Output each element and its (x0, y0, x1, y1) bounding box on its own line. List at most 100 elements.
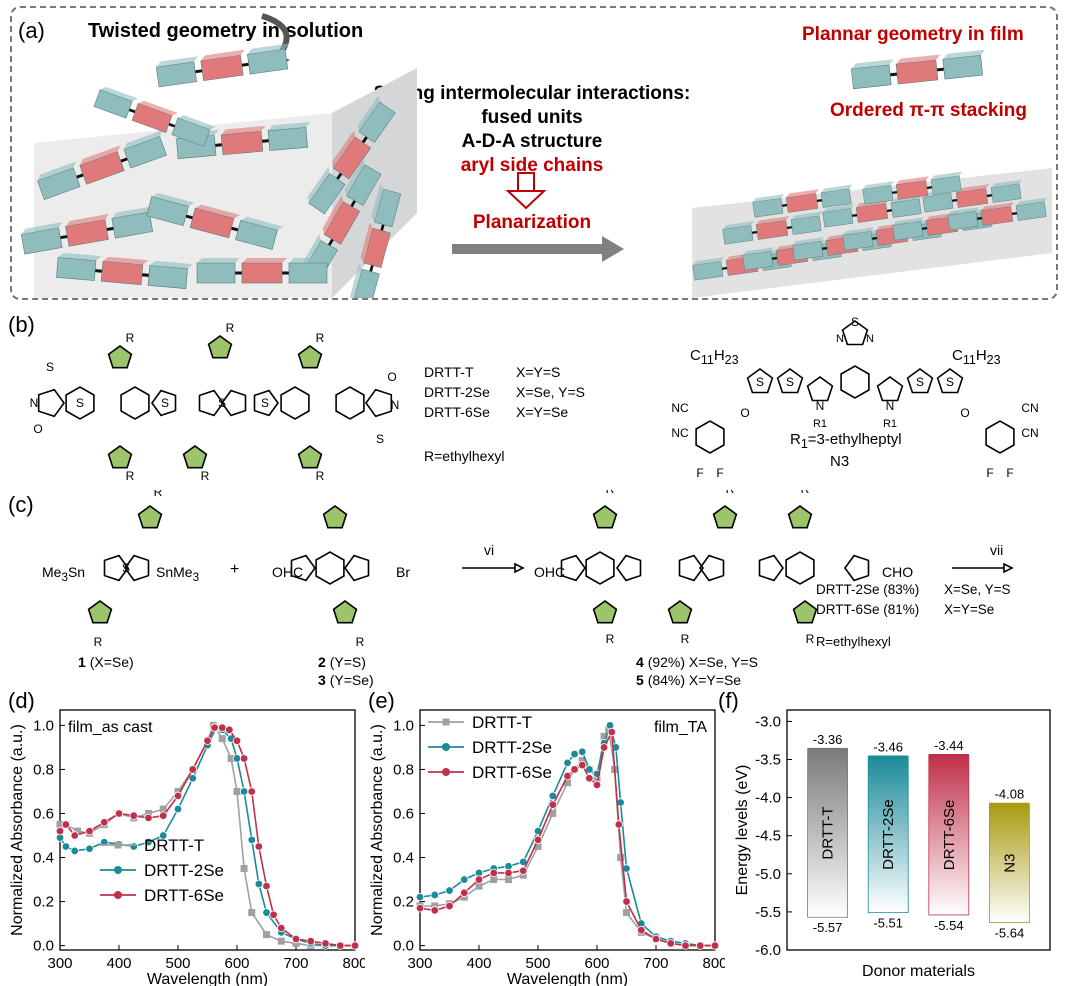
point-DRTT-6Se-17 (247, 787, 256, 796)
molecule-solution-7-block-1 (100, 260, 144, 286)
point-DRTT-6Se-12 (578, 760, 587, 770)
drtt-s-d: S (261, 396, 269, 410)
point-DRTT-6Se-8 (159, 811, 168, 820)
y-tick-label-1: 0.2 (33, 894, 54, 911)
molecule-solution-8-top-1 (242, 258, 287, 263)
n3-f-l1: F (696, 466, 703, 480)
molecule-solution-7-top-2 (149, 260, 194, 269)
down-arrow-head (505, 190, 547, 210)
molecule-solution-4-top-1 (65, 213, 110, 227)
molecule-film-single-top-0 (851, 59, 894, 69)
lumo-label-DRTT-6Se: -3.44 (934, 738, 964, 753)
panel-d-label: (d) (8, 688, 35, 713)
cmp2-side-top (322, 505, 348, 529)
molecule-solution-2 (176, 121, 311, 159)
molecule-solution-4-top-0 (21, 222, 63, 235)
x-axis-label: Wavelength (nm) (147, 971, 268, 986)
molecule-solution-0-block-2 (247, 48, 289, 75)
molecule-solution-9-top-1 (360, 222, 373, 264)
molecule-film-1-block-0 (742, 251, 774, 271)
cmp4-side-1 (592, 600, 618, 624)
molecule-solution-10 (93, 86, 216, 147)
molecule-solution-8-top-2 (289, 258, 332, 263)
point-DRTT-6Se-6 (129, 811, 138, 820)
molecule-solution-8-block-0 (196, 262, 236, 284)
drtt-bdt-right-core (335, 386, 365, 420)
plot-frame (419, 709, 716, 951)
molecule-film-2-block-0 (792, 241, 824, 261)
point-DRTT-6Se-12 (210, 723, 219, 732)
molecule-solution-0-top-0 (156, 56, 199, 68)
molecule-solution-8-block-2 (288, 262, 328, 284)
molecule-film-3-top-0 (842, 227, 875, 236)
molecule-film-7 (822, 194, 923, 228)
molecule-film-6-block-0 (722, 225, 754, 245)
molecule-solution-7-top-0 (58, 252, 102, 261)
panel-b-label: (b) (8, 312, 35, 337)
point-DRTT-T-7 (145, 809, 152, 817)
point-DRTT-6Se-25 (336, 941, 345, 950)
drtt-table: DRTT-T X=Y=S DRTT-2Se X=Se, Y=S DRTT-6Se X=… (424, 362, 585, 466)
molecule-film-9 (752, 184, 853, 218)
molecule-solution-1-top-0 (37, 161, 77, 181)
drtt-r-label-3: R (201, 469, 210, 483)
cmp4-side-2 (712, 505, 738, 529)
plot-frame (786, 709, 1051, 951)
y-tick-label-2: 0.4 (33, 850, 54, 867)
point-DRTT-6Se-26 (350, 941, 360, 950)
energy-bar-DRTT-6Se (928, 754, 970, 916)
y-tick-label-3: -4.5 (755, 828, 781, 845)
drtt-s-a: S (76, 396, 84, 410)
molecule-solution-9 (349, 183, 402, 298)
n3-s-thiadiazole: S (851, 315, 859, 329)
cmp4-thio-l2 (616, 554, 642, 582)
drtt-row-1: DRTT-T X=Y=S (424, 364, 561, 380)
y-tick-label-4: 0.8 (393, 761, 414, 778)
molecule-solution-3-top-1 (332, 130, 356, 169)
category-label-N3: N3 (1001, 854, 1018, 873)
point-DRTT-2Se-1 (430, 890, 439, 900)
center-item-red: aryl side chains (460, 155, 604, 176)
drtt-side-thiophene-4 (297, 345, 323, 369)
cmp1-s: S (122, 561, 130, 575)
molecule-solution-10-top-2 (177, 115, 216, 130)
y-tick-label-3: 0.6 (393, 805, 414, 822)
molecule-film-single (850, 49, 986, 90)
n3-r1-definition: R1=3-ethylheptyl (790, 431, 902, 451)
x-tick-label-2: 500 (165, 955, 190, 972)
drtt-side-thiophene-3 (182, 445, 208, 469)
molecule-film-5-block-2 (1015, 201, 1047, 221)
molecule-solution-5-block-1 (189, 207, 235, 239)
point-DRTT-6Se-2 (445, 901, 454, 911)
molecule-film-single-block-0 (850, 64, 892, 90)
molecule-solution-6-top-2 (344, 158, 365, 197)
point-DRTT-T-19 (623, 909, 630, 917)
legend-marker-0 (114, 841, 122, 849)
point-DRTT-T-14 (593, 774, 601, 782)
chart-d: 300 400 500 600 700 800 0.0 0.2 0.4 0.6 0.8 1.0 Wave… (9, 709, 365, 986)
energy-bar-DRTT-T (807, 748, 848, 918)
molecule-solution-0-top-2 (247, 43, 290, 55)
n3-f-r1: F (986, 466, 993, 480)
n3-r1-left: R1 (813, 418, 827, 430)
energy-bar-N3 (988, 803, 1030, 923)
drtt-r-label-4: R (316, 331, 325, 345)
panel-a: (a) Twisted geometry in solution Strong … (10, 6, 1058, 300)
molecule-film-single-top-2 (942, 49, 986, 60)
point-DRTT-6Se-1 (61, 820, 71, 829)
n3-thiadiazole (841, 320, 869, 346)
molecule-film-8-top-1 (956, 184, 990, 193)
center-item-2: A-D-A structure (461, 131, 603, 152)
drtt-r-label-5: R (316, 469, 325, 483)
point-DRTT-6Se-21 (277, 923, 286, 933)
point-DRTT-T-18 (617, 854, 625, 862)
molecule-solution-1 (37, 129, 167, 201)
category-label-DRTT-2Se: DRTT-2Se (880, 799, 897, 870)
molecule-solution-0-block-1 (200, 54, 244, 82)
product-row-1: DRTT-2Se (83%) X=Se, Y=S (816, 582, 1011, 597)
planarization-arrow-head (602, 236, 624, 262)
drtt-n-left: N (30, 396, 39, 410)
molecule-film-5-top-2 (1016, 197, 1048, 206)
point-DRTT-T-3 (460, 893, 468, 901)
right-title: Plannar geometry in film (802, 24, 1024, 45)
